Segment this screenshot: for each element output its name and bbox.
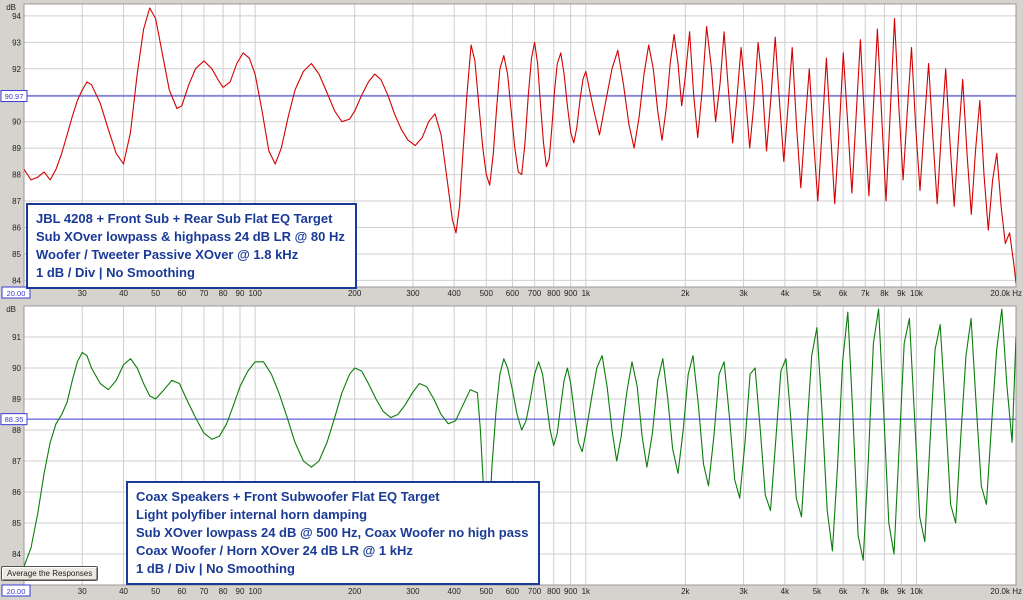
svg-text:6k: 6k	[839, 587, 848, 596]
legend-line: 1 dB / Div | No Smoothing	[136, 561, 295, 576]
svg-text:3k: 3k	[739, 587, 748, 596]
svg-text:1k: 1k	[582, 587, 591, 596]
svg-text:100: 100	[248, 289, 262, 298]
svg-text:8k: 8k	[880, 289, 889, 298]
svg-text:900: 900	[564, 587, 578, 596]
svg-text:30: 30	[78, 587, 87, 596]
svg-text:50: 50	[151, 289, 160, 298]
svg-text:40: 40	[119, 587, 128, 596]
svg-text:300: 300	[406, 587, 420, 596]
bottom-chart-panel: 84 85 86 87 88 89 90 91 dB 30 40 50 60 70 80 90 100 200 30…	[0, 300, 1024, 600]
legend-line: 1 dB / Div | No Smoothing	[36, 265, 195, 280]
svg-text:87: 87	[12, 457, 21, 466]
svg-text:300: 300	[406, 289, 420, 298]
svg-text:84: 84	[12, 276, 21, 285]
svg-text:500: 500	[480, 289, 494, 298]
legend-box-top: JBL 4208 + Front Sub + Rear Sub Flat EQ …	[26, 203, 357, 289]
svg-text:88: 88	[12, 171, 21, 180]
svg-text:7k: 7k	[861, 289, 870, 298]
svg-text:8k: 8k	[880, 587, 889, 596]
svg-text:60: 60	[177, 587, 186, 596]
svg-text:85: 85	[12, 519, 21, 528]
legend-line: Sub XOver lowpass 24 dB @ 500 Hz, Coax W…	[136, 525, 529, 540]
svg-text:20.0k Hz: 20.0k Hz	[990, 587, 1022, 596]
legend-line: Woofer / Tweeter Passive XOver @ 1.8 kHz	[36, 247, 299, 262]
svg-text:400: 400	[448, 289, 462, 298]
svg-text:90: 90	[236, 289, 245, 298]
average-responses-button[interactable]: Average the Responses	[1, 566, 99, 581]
svg-text:5k: 5k	[813, 587, 822, 596]
svg-text:100: 100	[248, 587, 262, 596]
svg-text:80: 80	[219, 289, 228, 298]
svg-text:4k: 4k	[781, 587, 790, 596]
svg-text:90: 90	[12, 364, 21, 373]
svg-text:40: 40	[119, 289, 128, 298]
svg-text:88.35: 88.35	[5, 415, 24, 424]
svg-text:700: 700	[528, 587, 542, 596]
svg-text:30: 30	[78, 289, 87, 298]
svg-text:200: 200	[348, 289, 362, 298]
svg-text:9k: 9k	[897, 587, 906, 596]
svg-text:60: 60	[177, 289, 186, 298]
svg-text:3k: 3k	[739, 289, 748, 298]
svg-text:70: 70	[199, 587, 208, 596]
svg-text:dB: dB	[6, 305, 16, 314]
svg-text:9k: 9k	[897, 289, 906, 298]
svg-text:5k: 5k	[813, 289, 822, 298]
svg-text:89: 89	[12, 395, 21, 404]
svg-text:90.97: 90.97	[5, 92, 24, 101]
svg-text:6k: 6k	[839, 289, 848, 298]
svg-text:20.00: 20.00	[7, 289, 26, 298]
svg-text:4k: 4k	[781, 289, 790, 298]
svg-text:20.00: 20.00	[7, 587, 26, 596]
svg-text:600: 600	[506, 587, 520, 596]
svg-text:800: 800	[547, 289, 561, 298]
svg-text:86: 86	[12, 223, 21, 232]
svg-text:91: 91	[12, 333, 21, 342]
svg-text:2k: 2k	[681, 289, 690, 298]
svg-text:86: 86	[12, 488, 21, 497]
svg-text:600: 600	[506, 289, 520, 298]
svg-text:85: 85	[12, 250, 21, 259]
svg-text:90: 90	[12, 118, 21, 127]
svg-text:700: 700	[528, 289, 542, 298]
svg-text:dB: dB	[6, 3, 16, 12]
svg-text:2k: 2k	[681, 587, 690, 596]
svg-text:92: 92	[12, 65, 21, 74]
legend-line: Coax Woofer / Horn XOver 24 dB LR @ 1 kH…	[136, 543, 413, 558]
svg-text:800: 800	[547, 587, 561, 596]
svg-text:93: 93	[12, 38, 21, 47]
svg-text:84: 84	[12, 550, 21, 559]
svg-text:20.0k Hz: 20.0k Hz	[990, 289, 1022, 298]
legend-box-bottom: Coax Speakers + Front Subwoofer Flat EQ …	[126, 481, 541, 585]
svg-text:900: 900	[564, 289, 578, 298]
svg-text:400: 400	[448, 587, 462, 596]
svg-text:500: 500	[480, 587, 494, 596]
legend-line: Sub XOver lowpass & highpass 24 dB LR @ …	[36, 229, 345, 244]
svg-text:10k: 10k	[910, 289, 924, 298]
legend-line: Coax Speakers + Front Subwoofer Flat EQ …	[136, 489, 440, 504]
svg-text:1k: 1k	[582, 289, 591, 298]
legend-line: Light polyfiber internal horn damping	[136, 507, 368, 522]
svg-text:7k: 7k	[861, 587, 870, 596]
svg-text:87: 87	[12, 197, 21, 206]
svg-text:88: 88	[12, 426, 21, 435]
svg-text:50: 50	[151, 587, 160, 596]
svg-text:10k: 10k	[910, 587, 924, 596]
svg-text:80: 80	[219, 587, 228, 596]
svg-text:94: 94	[12, 12, 21, 21]
svg-text:89: 89	[12, 144, 21, 153]
legend-line: JBL 4208 + Front Sub + Rear Sub Flat EQ …	[36, 211, 333, 226]
svg-text:90: 90	[236, 587, 245, 596]
top-chart-panel: 8485868788899091929394dB3040506070809010…	[0, 3, 1022, 299]
svg-text:200: 200	[348, 587, 362, 596]
svg-text:70: 70	[199, 289, 208, 298]
